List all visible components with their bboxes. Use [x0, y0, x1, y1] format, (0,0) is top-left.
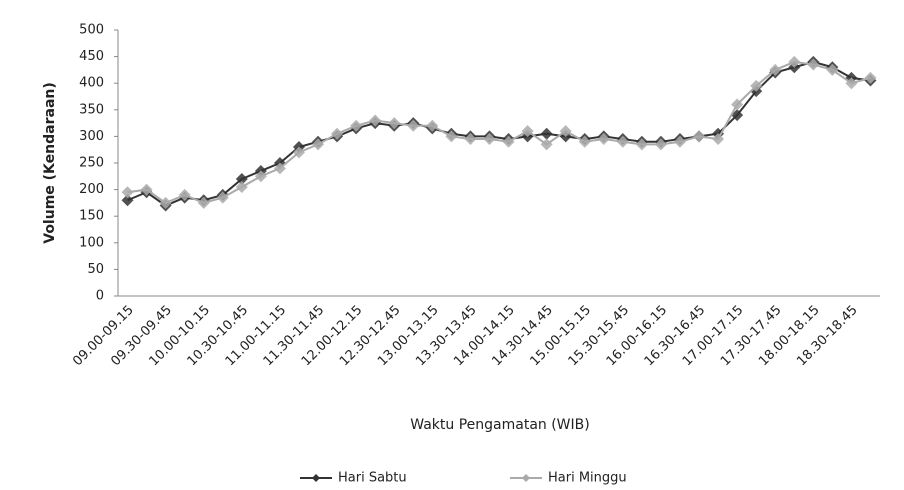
point-marker — [235, 180, 248, 193]
point-marker — [292, 146, 305, 159]
point-marker — [616, 135, 629, 148]
series-line — [127, 60, 871, 207]
point-marker — [216, 191, 229, 204]
point-marker — [673, 135, 686, 148]
point-marker — [521, 125, 534, 138]
legend-marker — [312, 474, 320, 482]
point-marker — [159, 196, 172, 209]
y-tick-label: 350 — [79, 102, 104, 117]
y-tick-label: 250 — [79, 156, 104, 171]
point-marker — [540, 138, 553, 151]
point-marker — [407, 119, 420, 132]
point-marker — [712, 133, 725, 146]
x-axis-title: Waktu Pengamatan (WIB) — [410, 417, 589, 433]
y-tick-label: 0 — [96, 289, 104, 304]
point-marker — [121, 194, 134, 207]
point-marker — [254, 170, 267, 183]
point-marker — [788, 55, 801, 68]
y-tick-label: 200 — [79, 182, 104, 197]
series-line — [127, 60, 871, 205]
point-marker — [121, 186, 134, 199]
point-marker — [388, 117, 401, 130]
point-marker — [273, 162, 286, 175]
point-marker — [559, 125, 572, 138]
point-marker — [350, 119, 363, 132]
y-tick-label: 50 — [87, 262, 104, 277]
point-marker — [483, 133, 496, 146]
y-axis-title: Volume (Kendaraan) — [42, 82, 58, 244]
y-tick-label: 450 — [79, 49, 104, 64]
point-marker — [426, 119, 439, 132]
point-marker — [178, 188, 191, 201]
y-tick-label: 400 — [79, 76, 104, 91]
point-marker — [312, 138, 325, 151]
legend-label: Hari Minggu — [548, 471, 627, 486]
point-marker — [578, 135, 591, 148]
point-marker — [693, 130, 706, 143]
point-marker — [464, 133, 477, 146]
point-marker — [864, 71, 877, 84]
point-marker — [769, 63, 782, 76]
point-marker — [731, 98, 744, 111]
point-marker — [235, 172, 248, 185]
legend-label: Hari Sabtu — [338, 471, 407, 486]
point-marker — [731, 109, 744, 122]
y-tick-label: 500 — [79, 23, 104, 38]
point-marker — [826, 63, 839, 76]
point-marker — [502, 135, 515, 148]
point-marker — [197, 196, 210, 209]
point-marker — [654, 138, 667, 151]
point-marker — [845, 77, 858, 90]
y-tick-label: 100 — [79, 235, 104, 250]
point-marker — [369, 114, 382, 127]
point-marker — [331, 127, 344, 140]
point-marker — [540, 127, 553, 140]
point-marker — [140, 183, 153, 196]
point-marker — [597, 133, 610, 146]
point-marker — [445, 130, 458, 143]
legend-marker — [522, 474, 530, 482]
point-marker — [750, 79, 763, 92]
point-marker — [635, 138, 648, 151]
point-marker — [807, 58, 820, 71]
y-tick-label: 150 — [79, 209, 104, 224]
y-tick-label: 300 — [79, 129, 104, 144]
